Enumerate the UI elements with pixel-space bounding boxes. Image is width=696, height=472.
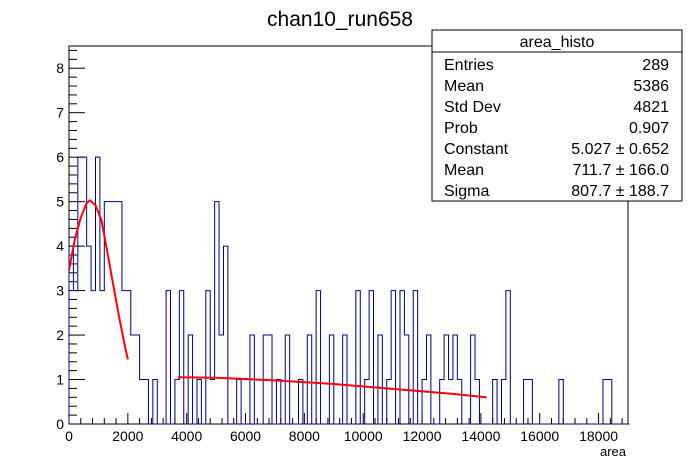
stats-rows: Entries 289 Mean 5386 Std Dev 4821 Prob 0.907 Co… [444, 57, 669, 200]
stats-row-value: 0.907 [629, 120, 669, 137]
stats-row-label: Entries [444, 57, 494, 74]
stats-row-label: Sigma [444, 183, 489, 200]
x-tick-label: 10000 [344, 428, 383, 444]
y-tick-label: 3 [56, 283, 64, 299]
fit-curve-gaus-fit [68, 199, 129, 360]
x-tick-label: 6000 [230, 428, 261, 444]
y-tick-label: 1 [56, 372, 64, 388]
x-tick-label: 2000 [112, 428, 143, 444]
stats-row-value: 711.7 ± 166.0 [572, 162, 669, 179]
stats-row-value: 5386 [633, 78, 669, 95]
x-axis-title: area [600, 444, 627, 459]
x-tick-label: 18000 [579, 428, 618, 444]
histogram-series [68, 156, 630, 425]
y-tick-label: 8 [56, 60, 64, 76]
x-tick-label: 0 [65, 428, 73, 444]
x-tick-label: 14000 [461, 428, 500, 444]
y-tick-label: 4 [56, 238, 64, 254]
y-tick-label: 6 [56, 149, 64, 165]
stats-box: area_histo Entries 289 Mean 5386 Std Dev 4821… [431, 29, 683, 202]
y-tick-label: 0 [56, 416, 64, 432]
stats-row-label: Std Dev [444, 99, 501, 116]
stats-row-value: 5.027 ± 0.652 [571, 141, 669, 158]
x-tick-label: 8000 [289, 428, 320, 444]
y-tick-label: 5 [56, 194, 64, 210]
stats-row-value: 4821 [633, 99, 669, 116]
chart-title: chan10_run658 [267, 8, 413, 31]
x-tick-label: 12000 [403, 428, 442, 444]
axes-group: 0 2000 4000 6000 8000 10000 12000 14000 16000 180… [56, 49, 623, 444]
histogram-outline [68, 156, 630, 425]
stats-row-label: Mean [444, 162, 484, 179]
stats-box-title: area_histo [520, 34, 595, 51]
stats-box-frame [431, 29, 683, 202]
stats-row-value: 289 [642, 57, 669, 74]
y-tick-label: 2 [56, 327, 64, 343]
fit-curves [68, 199, 487, 399]
x-tick-label: 16000 [520, 428, 559, 444]
stats-row-label: Mean [444, 78, 484, 95]
x-tick-label: 4000 [171, 428, 202, 444]
stats-row-value: 807.7 ± 188.7 [571, 183, 669, 200]
stats-row-label: Constant [444, 141, 509, 158]
stats-row-label: Prob [444, 120, 478, 137]
fit-curve-tail-fit [177, 376, 487, 399]
y-tick-label: 7 [56, 105, 64, 121]
